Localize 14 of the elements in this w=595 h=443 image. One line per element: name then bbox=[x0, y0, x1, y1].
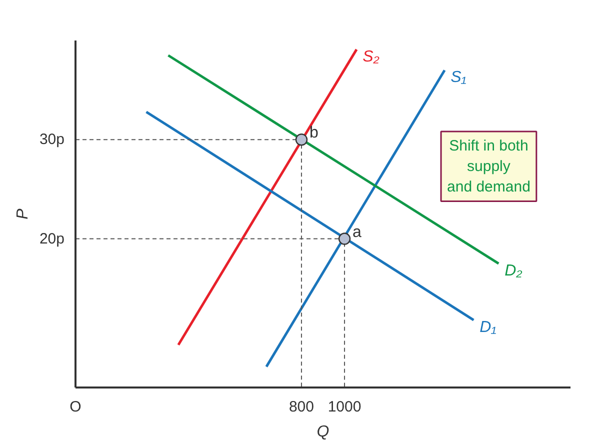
series-label: S₁ bbox=[450, 69, 466, 86]
y-tick-label: 20p bbox=[39, 230, 65, 248]
series-label: D₁ bbox=[480, 319, 496, 336]
text: O bbox=[70, 398, 82, 416]
annotation: Shift in both supply and demand bbox=[447, 138, 530, 196]
annotation: a bbox=[352, 224, 362, 241]
series-label: S₂ bbox=[362, 48, 380, 66]
x-tick-label: 1000 bbox=[328, 398, 362, 416]
series-label: D₂ bbox=[504, 262, 522, 280]
y-tick-label: 30p bbox=[39, 131, 65, 148]
x-axis-title: Q bbox=[316, 424, 330, 440]
annotation: b bbox=[309, 124, 318, 142]
y-axis-title: P bbox=[14, 208, 32, 220]
x-tick-label: 800 bbox=[288, 398, 314, 416]
